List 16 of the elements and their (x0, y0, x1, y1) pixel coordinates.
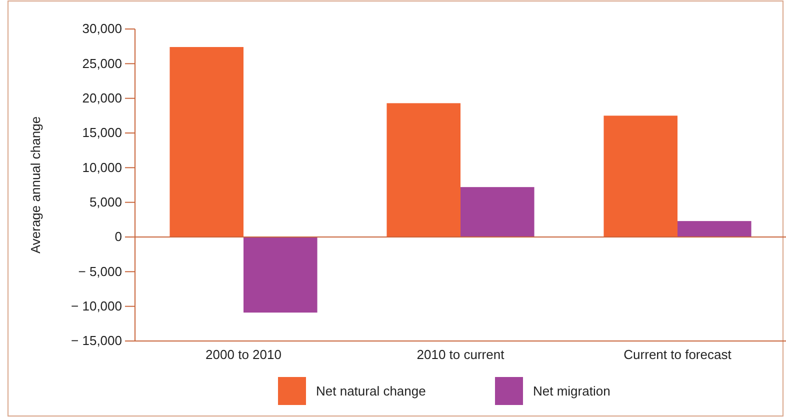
x-tick-label: Current to forecast (624, 347, 732, 362)
legend-label: Net migration (533, 384, 610, 399)
y-tick-label: 0 (114, 229, 122, 244)
y-tick-label: 5,000 (89, 194, 122, 210)
y-tick-label: 20,000 (82, 90, 122, 106)
y-tick-label: 30,000 (82, 21, 122, 36)
x-tick-label: 2010 to current (416, 347, 505, 362)
y-tick-label: 10,000 (82, 160, 122, 175)
legend-label: Net natural change (316, 384, 426, 399)
y-tick-label: − 15,000 (71, 333, 122, 348)
x-tick-label: 2000 to 2010 (206, 347, 282, 362)
y-tick-label: 25,000 (82, 56, 122, 71)
y-axis-title: Average annual change (28, 116, 43, 254)
y-tick-label: − 10,000 (71, 298, 122, 314)
y-tick-label: − 5,000 (78, 264, 122, 279)
y-tick-label: 15,000 (82, 125, 122, 140)
